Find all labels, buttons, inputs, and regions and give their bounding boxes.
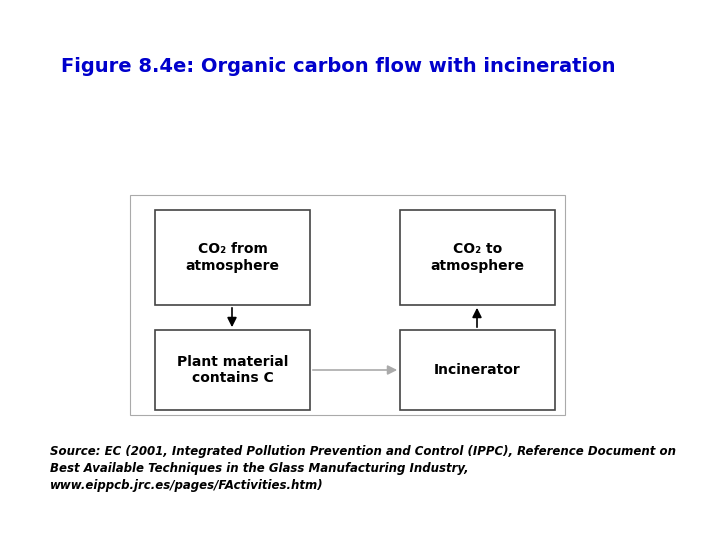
Bar — [155, 210, 310, 305]
Text: Plant material
contains C: Plant material contains C — [177, 355, 288, 385]
Text: Source: EC (2001, Integrated Pollution Prevention and Control (IPPC), Reference : Source: EC (2001, Integrated Pollution P… — [50, 445, 676, 492]
Text: Incinerator: Incinerator — [434, 363, 521, 377]
Bar — [130, 195, 565, 415]
Text: CO₂ to
atmosphere: CO₂ to atmosphere — [431, 242, 524, 273]
Bar — [400, 330, 555, 410]
Text: Figure 8.4e: Organic carbon flow with incineration: Figure 8.4e: Organic carbon flow with in… — [61, 57, 616, 76]
Text: CO₂ from
atmosphere: CO₂ from atmosphere — [186, 242, 279, 273]
Bar — [155, 330, 310, 410]
Bar — [400, 210, 555, 305]
